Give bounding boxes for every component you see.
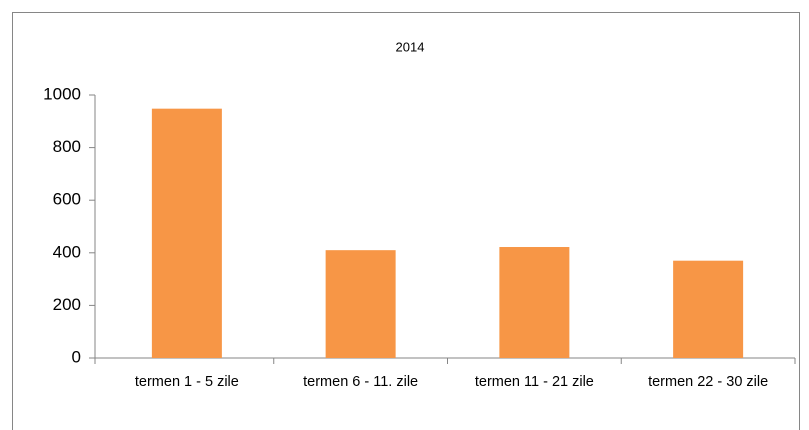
x-tick-label: termen 22 - 30 zile: [648, 374, 768, 390]
x-tick-label: termen 1 - 5 zile: [135, 374, 239, 390]
y-tick-label: 800: [53, 137, 81, 156]
y-tick-label: 0: [72, 347, 81, 366]
bar: [673, 260, 744, 358]
bar: [499, 247, 570, 358]
y-tick-label: 1000: [43, 84, 81, 103]
y-tick-label: 200: [53, 295, 81, 314]
chart-title: 2014: [396, 39, 425, 54]
y-tick-label: 400: [53, 242, 81, 261]
y-tick-label: 600: [53, 190, 81, 209]
x-tick-label: termen 11 - 21 zile: [475, 374, 594, 390]
x-tick-label: termen 6 - 11. zile: [303, 374, 418, 390]
bar: [151, 108, 222, 359]
bar: [325, 250, 396, 358]
chart-border: [12, 12, 800, 430]
